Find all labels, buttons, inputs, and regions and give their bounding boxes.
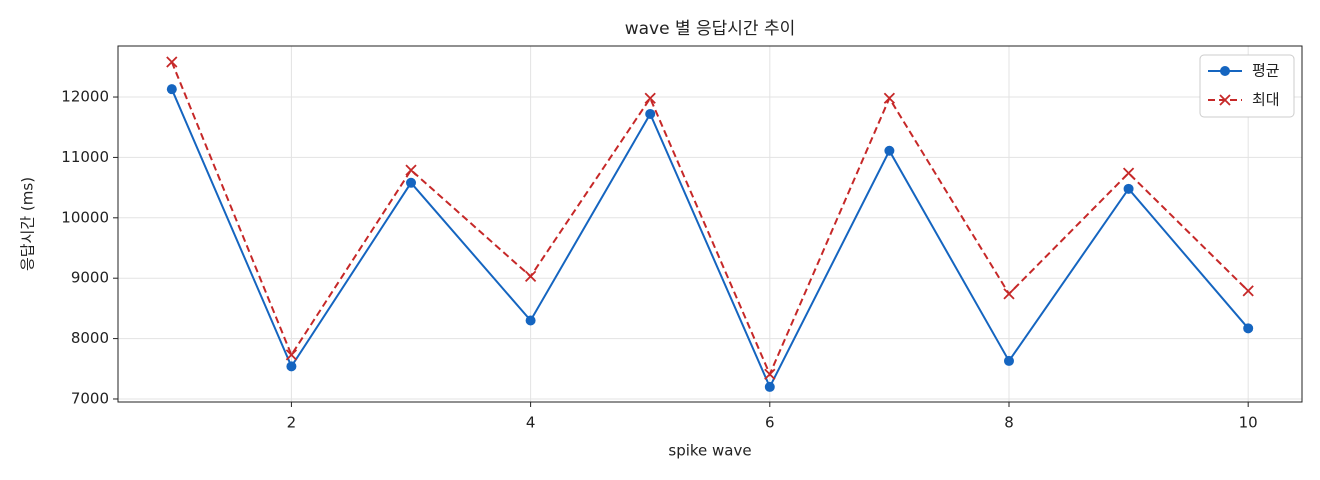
legend-label: 최대 bbox=[1252, 91, 1280, 109]
point bbox=[644, 92, 656, 104]
point bbox=[166, 84, 177, 95]
point bbox=[1003, 355, 1014, 366]
y-axis-label: 응답시간 (ms) bbox=[19, 177, 37, 271]
point bbox=[405, 164, 417, 176]
legend-marker bbox=[1220, 66, 1230, 76]
y-tick-label: 9000 bbox=[71, 269, 109, 287]
series-line bbox=[170, 88, 1249, 390]
point bbox=[286, 361, 297, 372]
x-tick-label: 8 bbox=[1004, 414, 1014, 432]
legend-label: 평균 bbox=[1252, 62, 1280, 80]
point bbox=[524, 270, 537, 283]
chart-title: wave 별 응답시간 추이 bbox=[625, 19, 796, 39]
x-tick-label: 4 bbox=[526, 414, 536, 432]
point bbox=[1242, 285, 1254, 297]
point bbox=[764, 381, 775, 392]
point bbox=[285, 349, 298, 361]
y-tick-label: 12000 bbox=[61, 88, 109, 106]
point bbox=[166, 56, 178, 68]
y-tick-label: 10000 bbox=[61, 208, 109, 226]
y-tick-label: 11000 bbox=[61, 148, 109, 166]
y-tick-label: 8000 bbox=[71, 329, 109, 347]
point bbox=[884, 145, 895, 156]
point bbox=[1003, 288, 1015, 300]
point bbox=[525, 315, 536, 326]
x-tick-label: 10 bbox=[1239, 414, 1258, 432]
point bbox=[1123, 183, 1134, 194]
point bbox=[883, 92, 896, 104]
point bbox=[406, 177, 417, 188]
x-tick-label: 6 bbox=[765, 414, 775, 432]
point bbox=[645, 108, 656, 119]
plot-frame bbox=[117, 45, 1303, 403]
series-line bbox=[170, 61, 1249, 377]
x-tick-label: 2 bbox=[287, 414, 297, 432]
legend-box bbox=[1199, 54, 1295, 118]
y-tick-label: 7000 bbox=[71, 389, 109, 407]
legend-marker bbox=[1219, 94, 1231, 106]
point bbox=[764, 368, 776, 380]
point bbox=[1243, 323, 1254, 334]
x-axis-label: spike wave bbox=[668, 442, 751, 460]
point bbox=[1122, 167, 1135, 179]
